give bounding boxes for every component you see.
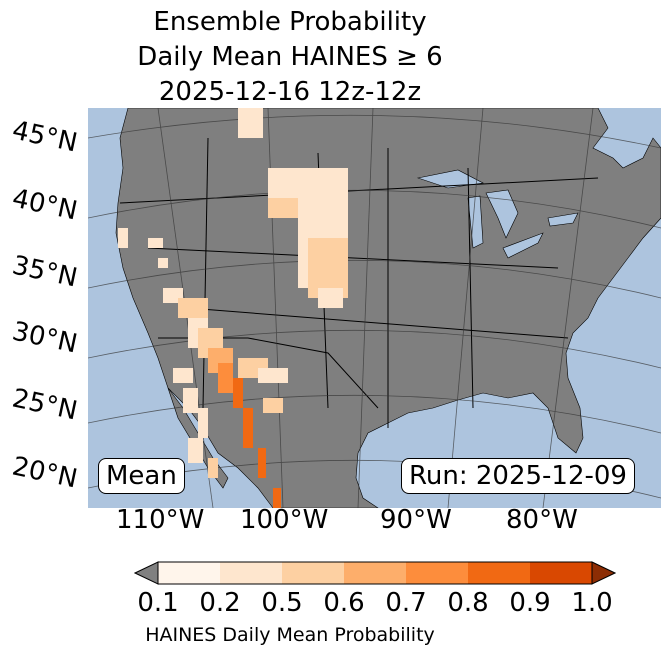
probability-cell [218, 363, 233, 393]
probability-cell [158, 258, 168, 268]
probability-cell [148, 238, 163, 248]
probability-cell [173, 368, 193, 383]
colorbar-label: HAINES Daily Mean Probability [145, 624, 435, 646]
probability-cell [243, 408, 253, 448]
probability-cell [188, 438, 203, 463]
probability-cell [268, 198, 298, 218]
run-label: Run: 2025-12-09 [401, 458, 635, 494]
colorbar-frame [157, 561, 593, 585]
title-line-3: 2025-12-16 12z-12z [158, 77, 422, 107]
colorbar-under-arrow [134, 561, 159, 585]
lat-label: 45°N [9, 115, 80, 159]
lon-label: 90°W [380, 505, 452, 535]
colorbar-segment [158, 562, 221, 584]
colorbar-segment [220, 562, 283, 584]
probability-cell [263, 398, 283, 413]
probability-cell [198, 408, 208, 438]
colorbar-tick: 0.1 [137, 588, 179, 618]
probability-cell [318, 288, 343, 308]
probability-cell [273, 488, 281, 508]
colorbar-tick: 0.5 [261, 588, 303, 618]
probability-cell [258, 448, 266, 478]
lon-label: 110°W [116, 505, 205, 535]
probability-patches [118, 108, 348, 508]
lat-label: 35°N [9, 250, 80, 294]
lat-label: 25°N [9, 383, 80, 427]
colorbar-tick: 1.0 [571, 588, 613, 618]
lon-label: 100°W [240, 505, 329, 535]
colorbar-segment [282, 562, 345, 584]
probability-cell [183, 388, 198, 413]
colorbar-tick: 0.2 [199, 588, 241, 618]
colorbar-segment [468, 562, 531, 584]
colorbar-segment [406, 562, 469, 584]
probability-cell [238, 108, 263, 138]
colorbar-tick: 0.8 [447, 588, 489, 618]
colorbar-segment [530, 562, 593, 584]
colorbar [134, 561, 616, 585]
title-line-2: Daily Mean HAINES ≥ 6 [137, 42, 443, 72]
lat-label: 20°N [9, 451, 80, 495]
probability-cell [208, 458, 218, 478]
probability-cell [118, 228, 128, 248]
lon-label: 80°W [506, 505, 578, 535]
colorbar-tick: 0.7 [385, 588, 427, 618]
map [88, 108, 661, 508]
probability-cell [178, 298, 208, 318]
lat-label: 30°N [9, 316, 80, 360]
colorbar-over-arrow [591, 561, 616, 585]
title-line-1: Ensemble Probability [153, 7, 427, 37]
probability-cell [233, 378, 243, 408]
colorbar-tick: 0.6 [323, 588, 365, 618]
lat-label: 40°N [9, 183, 80, 227]
mean-label: Mean [98, 458, 185, 494]
probability-cell [258, 368, 288, 383]
colorbar-tick: 0.9 [509, 588, 551, 618]
colorbar-segment [344, 562, 407, 584]
